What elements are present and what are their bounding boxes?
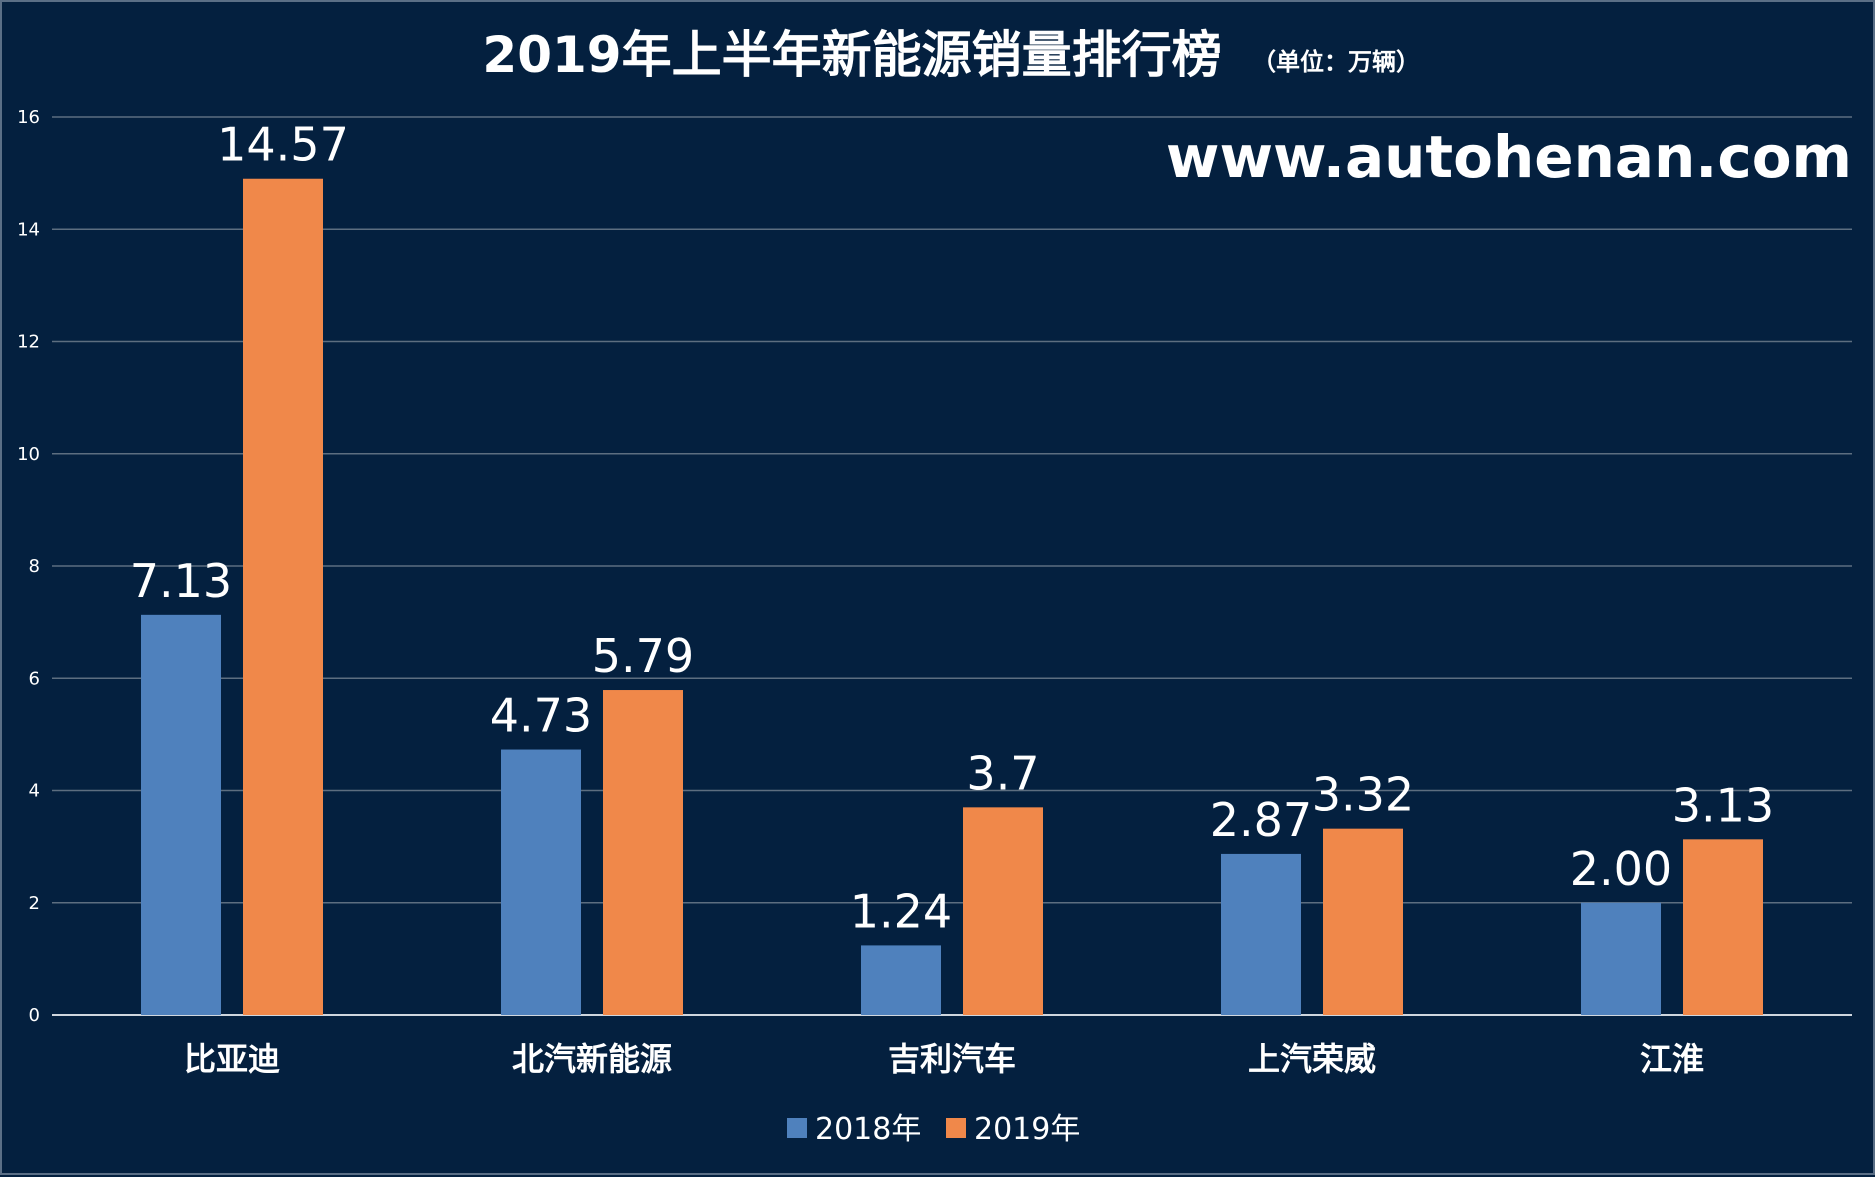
y-tick-label: 14 [17, 219, 40, 240]
bar-value-label: 5.79 [592, 629, 694, 683]
legend-label: 2018年 [815, 1112, 921, 1147]
legend-swatch [787, 1118, 807, 1138]
bar [141, 614, 221, 1015]
bar-value-label: 2.87 [1210, 793, 1312, 847]
chart-title: 2019年上半年新能源销量排行榜 [482, 26, 1221, 84]
bar [243, 178, 323, 1016]
y-tick-label: 12 [17, 332, 40, 353]
legend-swatch [946, 1118, 966, 1138]
bar [603, 690, 683, 1015]
bar-value-label: 3.7 [966, 746, 1039, 800]
bar [1581, 902, 1661, 1015]
bar [1323, 828, 1403, 1015]
bar [1683, 839, 1763, 1015]
bar-value-label: 7.13 [130, 554, 232, 608]
y-tick-label: 2 [29, 893, 40, 914]
watermark: www.autohenan.com [1166, 123, 1852, 191]
legend-label: 2019年 [974, 1112, 1080, 1147]
bar-value-label: 14.57 [217, 118, 349, 172]
bar-value-label: 3.13 [1672, 778, 1774, 832]
bar-value-label: 4.73 [490, 689, 592, 743]
x-tick-label: 北汽新能源 [512, 1040, 672, 1078]
bar-value-label: 2.00 [1570, 842, 1672, 896]
y-tick-label: 8 [29, 556, 40, 577]
x-tick-label: 吉利汽车 [888, 1040, 1016, 1078]
x-tick-label: 上汽荣威 [1248, 1040, 1376, 1078]
bar [861, 945, 941, 1015]
y-tick-label: 10 [17, 444, 40, 465]
y-tick-label: 6 [29, 668, 40, 689]
bar [1221, 853, 1301, 1015]
bar [501, 749, 581, 1015]
bars-layer [141, 178, 1763, 1016]
y-tick-label: 4 [29, 781, 40, 802]
bar-value-label: 3.32 [1312, 768, 1414, 822]
unit-note: （单位：万辆） [1252, 48, 1420, 76]
bar [963, 807, 1043, 1015]
legend: 2018年 2019年 [787, 1112, 1080, 1147]
labels-layer: 7.13 14.57 比亚迪 4.735.79 北汽新能源 1.24 3.7 吉利汽车 2.87… [130, 118, 1774, 1078]
x-tick-label: 比亚迪 [184, 1040, 280, 1078]
grid-layer: 0 2 4 6 8 10 12 14 16 [17, 107, 1852, 1026]
x-tick-label: 江淮 [1640, 1040, 1704, 1078]
y-tick-label: 0 [29, 1005, 40, 1026]
bar-value-label: 1.24 [850, 884, 952, 938]
y-tick-label: 16 [17, 107, 40, 128]
